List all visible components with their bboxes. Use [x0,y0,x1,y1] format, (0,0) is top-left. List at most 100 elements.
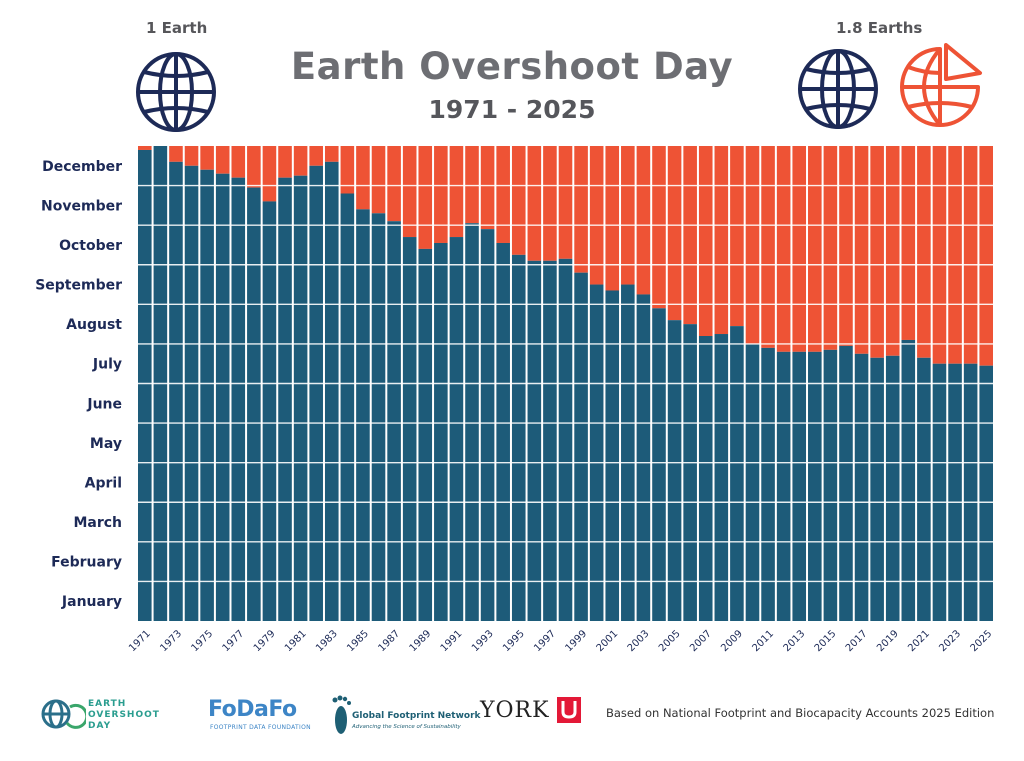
x-tick-label: 1977 [221,628,247,654]
x-tick-label: 2021 [906,628,932,654]
overshoot-bar-2008 [714,146,729,335]
overshoot-bar-2025 [979,146,993,366]
y-tick-label: December [42,159,122,175]
earth-bar-2007 [698,336,713,621]
earths-needed-label: 1.8 Earths [836,19,923,37]
earth-bar-2003 [636,294,651,621]
x-tick-label: 2023 [937,628,963,654]
overshoot-bar-1974 [184,146,199,166]
overshoot-bar-1986 [371,146,386,214]
x-tick-label: 2007 [688,628,714,654]
earth-bar-2014 [808,351,822,621]
earth-bar-2020 [901,339,916,621]
earth-bar-1999 [574,272,588,621]
y-tick-label: April [85,475,122,491]
earth-bar-1973 [169,161,183,622]
x-tick-label: 1971 [127,628,153,654]
y-tick-label: June [86,396,122,412]
overshoot-bar-1990 [434,146,448,243]
earth-bar-1971 [138,149,152,622]
york-logo: YORK [480,698,550,723]
overshoot-bar-1985 [356,146,370,210]
y-tick-label: May [90,436,122,452]
earth-bar-1981 [293,175,308,621]
x-tick-label: 1983 [314,628,340,654]
overshoot-bar-2012 [776,146,791,352]
partial-globe-icon [900,43,982,127]
overshoot-bar-1977 [231,146,246,178]
x-tick-label: 1991 [439,628,465,654]
earth-bar-1978 [247,187,261,621]
earth-bar-1995 [511,254,526,621]
earth-bar-1976 [215,173,230,622]
footprint-icon [332,695,351,734]
overshoot-bar-1973 [169,146,183,162]
x-tick-label: 2003 [626,628,652,654]
overshoot-bar-2017 [854,146,869,354]
overshoot-bar-1989 [418,146,433,249]
y-tick-label: October [59,238,122,254]
x-tick-label: 1985 [345,628,371,654]
earth-bar-2004 [652,308,666,621]
x-tick-label: 1993 [470,628,496,654]
overshoot-bar-2019 [885,146,900,356]
overshoot-bar-1980 [278,146,292,178]
y-tick-label: July [92,357,122,373]
overshoot-bar-2015 [823,146,838,350]
x-tick-label: 1981 [283,628,309,654]
y-tick-label: March [73,515,122,531]
overshoot-bar-2000 [589,146,604,285]
earth-overshoot-day-logo-text: EARTH OVERSHOOT DAY [88,699,160,731]
x-tick-label: 2005 [657,628,683,654]
overshoot-bar-2013 [792,146,807,352]
earth-bar-1997 [543,260,557,621]
x-tick-label: 2015 [813,628,839,654]
earth-bar-1979 [262,201,277,621]
gfn-tagline: Advancing the Science of Sustainability [352,724,461,730]
x-tick-label: 2019 [875,628,901,654]
overshoot-bar-1981 [293,146,308,176]
overshoot-bar-2004 [652,146,666,309]
overshoot-bar-2002 [621,146,635,285]
overshoot-bar-2007 [698,146,713,336]
x-tick-label: 1973 [158,628,184,654]
overshoot-bar-2011 [761,146,775,348]
earth-bar-1996 [527,260,542,621]
fodafo-subtitle: FOOTPRINT DATA FOUNDATION [210,724,311,731]
overshoot-bar-2024 [963,146,978,364]
y-tick-label: January [61,594,122,610]
earth-bar-1980 [278,177,292,621]
gfn-logo-text: Global Footprint Network [352,711,481,721]
earth-bar-1988 [402,237,417,621]
source-note: Based on National Footprint and Biocapac… [606,706,995,720]
overshoot-bar-1971 [138,146,152,150]
x-tick-label: 1987 [376,628,402,654]
earth-bar-1990 [434,242,448,621]
overshoot-bar-1984 [340,146,355,194]
earth-bar-2012 [776,351,791,621]
earth-bar-1985 [356,209,370,622]
one-earth-label: 1 Earth [146,19,208,37]
overshoot-bar-2020 [901,146,916,340]
overshoot-chart: January February March April May June July Augu… [35,146,995,654]
x-tick-label: 2025 [969,628,995,654]
overshoot-bar-2003 [636,146,651,295]
earth-bar-2002 [621,284,635,621]
earth-bar-2024 [963,363,978,621]
overshoot-bar-1978 [247,146,261,188]
globe-icon [136,52,216,132]
overshoot-bar-2005 [667,146,682,321]
earth-bar-1989 [418,248,433,621]
overshoot-bar-1976 [215,146,230,174]
overshoot-bar-2001 [605,146,620,291]
overshoot-bar-1996 [527,146,542,261]
globe-icon [798,49,878,129]
earth-bar-2009 [730,326,744,621]
x-tick-label: 2013 [782,628,808,654]
x-tick-label: 1975 [189,628,215,654]
overshoot-bar-1988 [402,146,417,238]
earth-bar-1991 [449,237,464,621]
x-tick-label: 1997 [532,628,558,654]
earth-bar-2025 [979,365,993,621]
overshoot-bar-1993 [480,146,495,230]
